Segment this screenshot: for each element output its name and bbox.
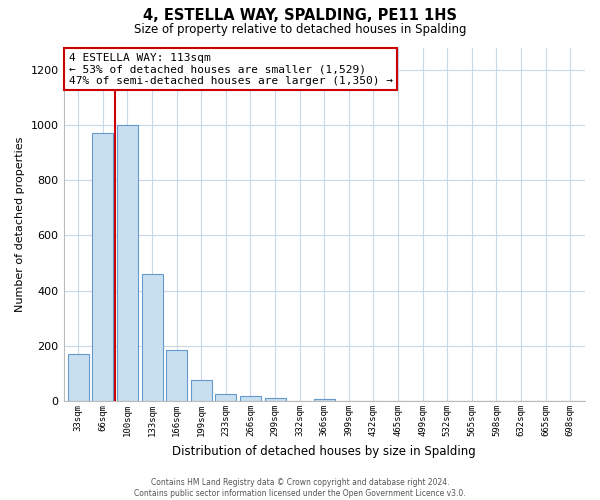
Bar: [166, 350, 187, 401]
Text: 4, ESTELLA WAY, SPALDING, PE11 1HS: 4, ESTELLA WAY, SPALDING, PE11 1HS: [143, 8, 457, 22]
Bar: [240, 396, 261, 401]
Bar: [117, 125, 138, 401]
Bar: [265, 398, 286, 401]
Bar: [191, 380, 212, 401]
Bar: [142, 274, 163, 401]
Text: Size of property relative to detached houses in Spalding: Size of property relative to detached ho…: [134, 22, 466, 36]
Text: Contains HM Land Registry data © Crown copyright and database right 2024.
Contai: Contains HM Land Registry data © Crown c…: [134, 478, 466, 498]
Text: 4 ESTELLA WAY: 113sqm
← 53% of detached houses are smaller (1,529)
47% of semi-d: 4 ESTELLA WAY: 113sqm ← 53% of detached …: [69, 53, 393, 86]
X-axis label: Distribution of detached houses by size in Spalding: Distribution of detached houses by size …: [172, 444, 476, 458]
Y-axis label: Number of detached properties: Number of detached properties: [15, 136, 25, 312]
Bar: [68, 354, 89, 401]
Bar: [92, 133, 113, 401]
Bar: [215, 394, 236, 401]
Bar: [314, 399, 335, 401]
